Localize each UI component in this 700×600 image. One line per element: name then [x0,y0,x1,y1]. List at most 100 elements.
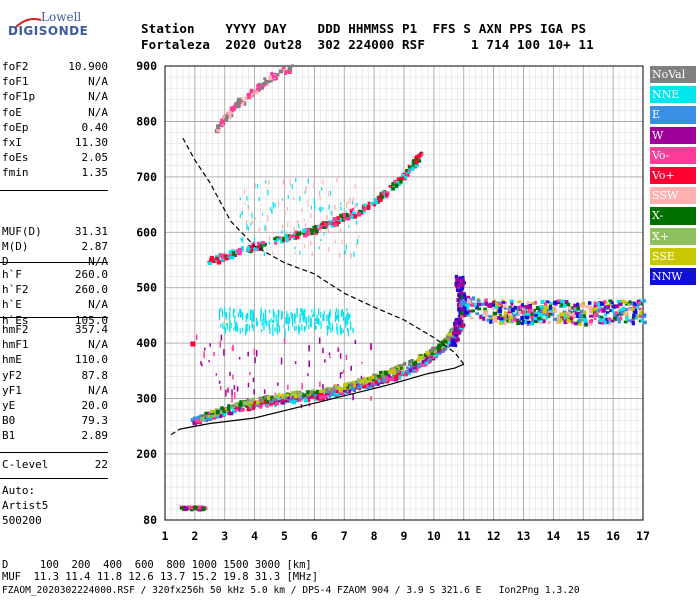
echo-point [223,349,225,356]
echo-point [476,302,482,306]
echo-point [510,307,515,313]
echo-point [327,228,330,234]
param-name: yF1 [2,383,22,397]
param-row: hmF2 357.4 [2,323,108,337]
echo-point [341,309,344,317]
echo-point [290,64,295,68]
echo-point [542,308,548,314]
echo-point [339,353,342,359]
echo-point [259,399,263,403]
echo-point [473,302,477,308]
param-value: 20.0 [81,399,109,412]
echo-point [536,318,541,323]
param-name: B1 [2,429,16,443]
echo-point [345,318,348,323]
echo-point [545,316,549,320]
echo-point [566,312,570,317]
echo-point [304,393,310,398]
echo-point [197,415,202,420]
param-value: 357.4 [74,323,108,336]
echo-point [306,229,311,233]
echo-point [355,220,357,224]
echo-point [569,316,573,321]
echo-point [326,228,328,231]
echo-point [591,308,596,313]
echo-point [534,314,538,318]
echo-point [631,320,635,326]
echo-point [350,382,354,388]
echo-point [461,287,465,291]
echo-point [291,183,293,189]
echo-point [446,335,451,339]
echo-point [313,182,315,188]
echo-point [319,196,321,201]
echo-point [342,369,345,373]
echo-point [276,328,279,335]
echo-point [381,191,385,195]
echo-point [231,389,233,396]
echo-point [490,302,495,307]
echo-point [535,305,541,311]
echo-point [330,392,335,396]
echo-point [259,403,264,407]
echo-point [310,212,312,219]
echo-point [307,204,309,207]
echo-point [391,370,397,376]
echo-point [594,307,598,311]
echo-point [301,324,303,331]
echo-point [300,397,304,401]
echo-point [460,319,464,324]
param-name: h`F [2,268,22,281]
echo-point [632,305,636,309]
echo-point [496,307,501,312]
echo-point [297,220,299,226]
echo-point [457,307,462,312]
echo-point [294,251,296,255]
echo-point [269,309,271,314]
echo-point [374,376,379,380]
param-value: 79.3 [81,414,109,428]
param-name: foF1 [2,75,29,89]
echo-point [516,321,520,326]
echo-point [426,358,431,362]
legend-item: Vo+ [650,166,696,185]
echo-point [418,355,422,360]
echo-point [195,418,200,423]
echo-point [272,324,274,330]
echo-point [230,405,235,410]
echo-point [461,300,466,306]
echo-point [270,71,274,77]
echo-point [580,317,584,322]
echo-point [522,310,526,315]
echo-point [229,371,231,376]
echo-point [299,327,301,331]
echo-point [617,299,621,304]
x-tick-label: 14 [546,529,560,543]
echo-point [476,300,480,305]
echo-point [328,387,331,391]
echo-point [336,177,338,183]
echo-point [229,106,234,110]
echo-point [307,178,309,184]
y-tick-label: 200 [136,447,157,461]
echo-point [226,323,228,330]
echo-point [482,316,486,321]
echo-point [296,309,298,318]
echo-point [293,226,295,231]
echo-point [486,318,490,322]
echo-point [219,254,223,258]
echo-point [316,224,319,228]
echo-point [192,421,197,426]
echo-point [267,215,269,221]
echo-point [347,317,349,324]
echo-point [454,332,458,337]
echo-point [243,101,247,106]
echo-point [466,306,470,310]
echo-point [605,311,610,314]
echo-point [207,417,212,421]
echo-point [376,374,382,378]
param-row: yF2 87.8 [2,369,108,383]
echo-point [221,310,224,318]
echo-point [244,202,246,206]
echo-point [475,305,480,310]
